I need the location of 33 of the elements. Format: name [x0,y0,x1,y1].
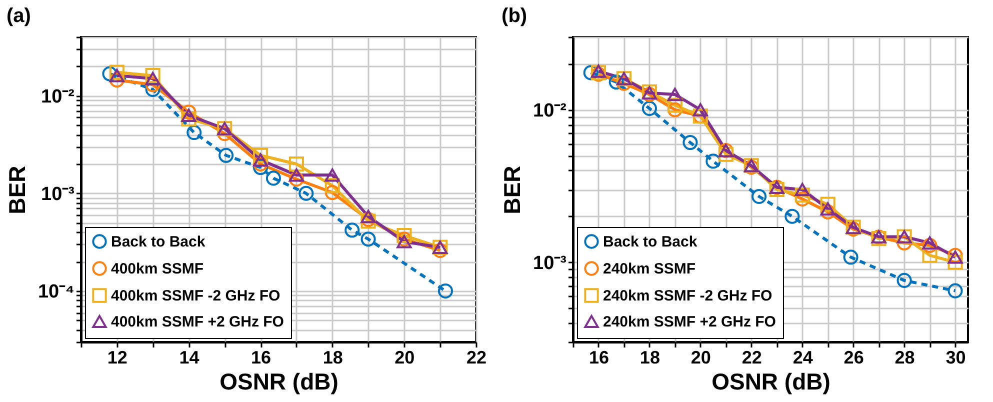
x-tick-label: 18 [640,348,660,368]
y-tick-label: 10⁻³ [41,184,74,205]
x-tick-label: 20 [394,348,415,368]
legend-label: Back to Back [111,234,206,250]
y-axis-title: BER [499,165,526,214]
x-axis-title: OSNR (dB) [712,368,830,394]
chart-title: (a) [6,5,31,27]
y-tick-label: 10⁻³ [533,252,566,274]
x-tick-label: 18 [322,348,343,368]
legend-label: 240km SSMF -2 GHz FO [603,288,773,304]
legend-label: 240km SSMF [603,260,696,278]
x-tick-label: 16 [588,348,609,368]
x-tick-label: 22 [466,348,487,368]
x-tick-label: 28 [894,348,915,368]
x-tick-label: 22 [742,348,762,368]
x-tick-label: 16 [251,348,272,368]
x-axis-title: OSNR (dB) [220,368,338,394]
x-tick-label: 12 [107,348,128,368]
x-tick-label: 26 [844,348,864,368]
legend-label: 400km SSMF +2 GHz FO [111,314,284,330]
y-tick-label: 10⁻² [41,86,74,108]
legend-label: 400km SSMF -2 GHz FO [111,288,281,304]
y-tick-label: 10⁻⁴ [38,281,74,302]
legend-label: 400km SSMF [111,260,204,278]
chart-title: (b) [502,5,528,27]
x-tick-label: 20 [690,348,711,368]
y-tick-label: 10⁻² [533,100,566,122]
legend-label: Back to Back [603,234,698,250]
y-axis-title: BER [4,165,30,214]
legend-label: 240km SSMF +2 GHz FO [603,314,776,330]
x-tick-label: 30 [946,348,966,368]
x-tick-label: 24 [792,348,813,368]
x-tick-label: 14 [179,348,200,368]
